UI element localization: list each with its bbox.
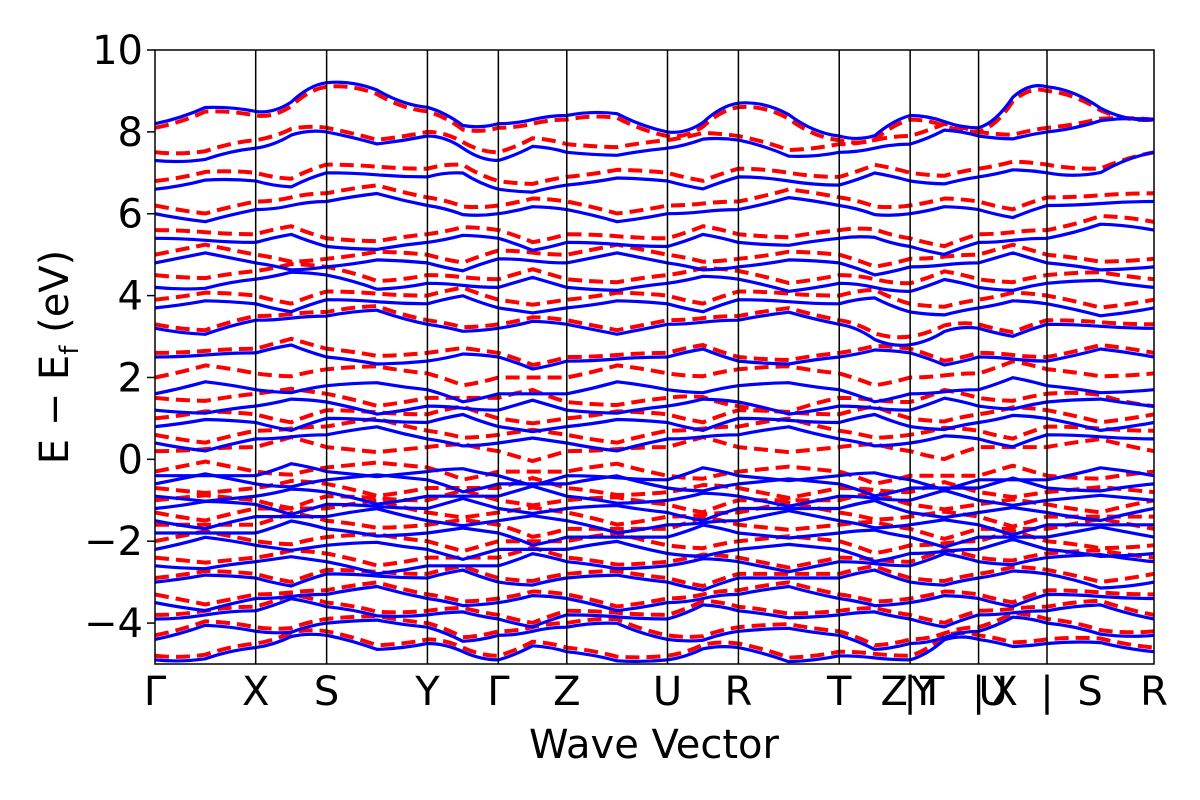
plot-frame xyxy=(154,49,1155,665)
x-tick-label: U xyxy=(653,669,682,715)
x-tick-label: T xyxy=(919,669,945,715)
y-axis-title-tail: (eV) xyxy=(32,250,78,346)
x-tick-label: S xyxy=(314,669,339,715)
x-tick-label: Y xyxy=(910,669,936,715)
x-tick-label: | xyxy=(1040,669,1053,715)
x-tick-label: Γ xyxy=(144,669,167,715)
y-axis-title-subscript: f xyxy=(55,345,85,355)
y-axis: −4 −2 0 2 4 6 8 10 xyxy=(84,28,155,647)
x-tick-label: S xyxy=(1077,669,1102,715)
x-tick-label: Z xyxy=(881,669,908,715)
y-tick-label: 6 xyxy=(118,192,143,238)
y-axis-title: E − Ef (eV) xyxy=(32,250,85,465)
x-tick-label: X xyxy=(242,669,269,715)
x-tick-label: Γ xyxy=(487,669,510,715)
y-tick-label: 4 xyxy=(118,274,143,320)
x-tick-label: R xyxy=(1140,669,1168,715)
x-tick-label: | xyxy=(903,669,916,715)
x-tick-label: | xyxy=(972,669,985,715)
x-tick-label: Z xyxy=(553,669,580,715)
y-tick-label: 10 xyxy=(92,28,143,74)
x-tick-label: X xyxy=(990,669,1017,715)
y-tick-label: 2 xyxy=(118,355,143,401)
y-tick-label: 8 xyxy=(118,110,143,156)
y-axis-title-main: E − E xyxy=(32,355,78,465)
y-tick-label: −4 xyxy=(84,601,143,647)
x-axis-title: Wave Vector xyxy=(529,722,780,768)
x-tick-label: R xyxy=(725,669,753,715)
y-tick-label: 0 xyxy=(118,437,143,483)
y-tick-label: −2 xyxy=(84,519,143,565)
high-symmetry-lines xyxy=(254,50,1048,664)
x-tick-label: T xyxy=(826,669,852,715)
x-tick-label: Y xyxy=(414,669,440,715)
x-tick-label: U xyxy=(979,669,1008,715)
x-axis: Γ X S Y Γ Z U R T Z|YT |UX | S R xyxy=(144,669,1168,715)
